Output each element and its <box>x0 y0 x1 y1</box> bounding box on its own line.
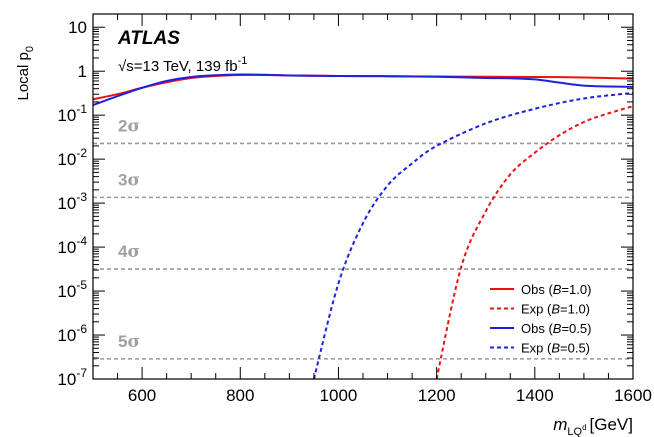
x-axis-label-subsub: d <box>582 423 586 432</box>
series-line-2 <box>93 73 633 106</box>
y-axis-label-sub: 0 <box>24 46 36 52</box>
legend-label: Obs (B=1.0) <box>521 282 591 297</box>
series-line-3 <box>312 91 633 379</box>
energy-label-sup: -1 <box>238 55 248 67</box>
x-tick-label: 1000 <box>320 386 358 405</box>
y-tick-label: 1 <box>78 62 87 81</box>
x-tick-label: 1600 <box>614 386 652 405</box>
x-tick-label: 1200 <box>418 386 456 405</box>
legend: Obs (B=1.0) Exp (B=1.0) Obs (B=0.5) Exp (B=… <box>490 282 591 356</box>
energy-label: √s=13 TeV, 139 fb-1 <box>118 55 247 75</box>
atlas-label: ATLAS <box>117 28 180 49</box>
x-axis-label: mLQd [GeV] <box>553 415 633 437</box>
x-tick-label: 1400 <box>516 386 554 405</box>
y-tick-label: 10-1 <box>57 102 87 125</box>
legend-label: Exp (B=1.0) <box>521 302 590 317</box>
legend-label: Obs (B=0.5) <box>521 321 591 336</box>
y-tick-label: 10-3 <box>57 190 87 213</box>
x-tick-label: 800 <box>226 386 254 405</box>
legend-label: Exp (B=0.5) <box>521 341 590 356</box>
x-tick-label: 600 <box>128 386 156 405</box>
y-tick-label: 10-4 <box>57 234 87 257</box>
sigma-lines: 2σ 3σ 4σ 5σ <box>93 116 633 360</box>
sigma-label: 2σ <box>118 116 140 136</box>
x-axis-label-sub: LQ <box>567 426 582 437</box>
sigma-label: 5σ <box>118 332 140 352</box>
sigma-label: 3σ <box>118 170 140 190</box>
y-axis-label: Local p0 <box>15 46 36 101</box>
series-line-1 <box>435 105 633 379</box>
y-tick-label: 10-5 <box>57 278 87 301</box>
series-lines <box>93 73 633 379</box>
y-tick-label: 10-7 <box>57 366 87 389</box>
y-tick-label: 10-6 <box>57 322 87 345</box>
y-tick-label: 10-2 <box>57 146 87 169</box>
axis-ticks: 600 800 1000 1200 1400 1600 10-7 10-6 10-5 10-4 10… <box>57 13 652 405</box>
y-tick-label: 10 <box>68 18 87 37</box>
sigma-label: 4σ <box>118 242 140 262</box>
